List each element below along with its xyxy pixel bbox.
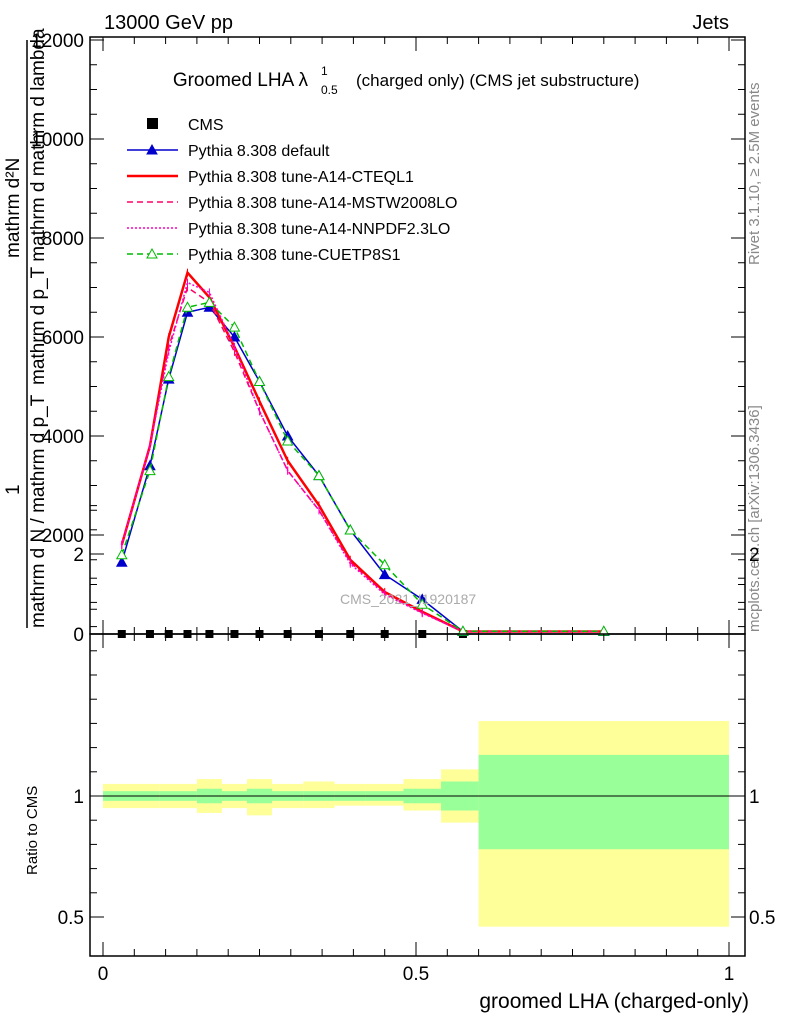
- ytick-label: 6000: [42, 328, 84, 349]
- plot-title: Groomed LHA λ 1 0.5 (charged only) (CMS …: [173, 64, 640, 97]
- series-default: [115, 301, 610, 637]
- legend-label: Pythia 8.308 tune-A14-NNPDF2.3LO: [188, 221, 450, 238]
- ytick-label: 0: [73, 625, 84, 646]
- marker-triangle: [378, 568, 391, 580]
- xtick-label: 0: [98, 964, 109, 985]
- watermark: CMS_2021_I1920187: [340, 591, 476, 607]
- ylabel-prefix-den: mathrm d N / mathrm d p_T: [28, 394, 49, 628]
- ytick-label: 10000: [31, 130, 84, 151]
- marker-triangle: [228, 330, 241, 342]
- ytick-label: 4000: [42, 427, 84, 448]
- ytick-label: 2000: [42, 526, 84, 547]
- marker-open-triangle: [281, 434, 294, 446]
- series-cuetp8s1: [115, 296, 610, 636]
- legend-label: Pythia 8.308 tune-A14-MSTW2008LO: [188, 195, 457, 212]
- marker-open-triangle: [181, 301, 194, 312]
- legend-marker: [146, 143, 158, 155]
- series-line: [121, 281, 604, 633]
- plot-title-sub: 0.5: [321, 83, 338, 97]
- marker-open-triangle: [115, 548, 128, 560]
- marker-open-triangle: [344, 524, 357, 535]
- series-line: [121, 301, 604, 633]
- xlabel: groomed LHA (charged-only): [479, 990, 749, 1013]
- ratio-ytick-label: 1: [749, 787, 760, 808]
- ratio-ylabel: Ratio to CMS: [24, 786, 41, 875]
- marker-open-triangle: [253, 375, 266, 387]
- legend-entry: CMS: [147, 117, 224, 134]
- plot-title-main: Groomed LHA λ: [173, 70, 309, 91]
- marker-open-triangle: [162, 370, 175, 382]
- ratio-ytick-label: 2: [749, 545, 760, 566]
- header-left: 13000 GeV pp: [104, 12, 233, 34]
- ratio-ytick-label: 0.5: [749, 908, 775, 929]
- ratio-ytick-label: 0.5: [58, 908, 84, 929]
- legend-entry: Pythia 8.308 tune-CUETP8S1: [127, 247, 401, 264]
- legend-swatch: [147, 118, 158, 129]
- marker-open-triangle: [144, 464, 156, 476]
- xtick-label: 0.5: [403, 964, 429, 985]
- rivet-label: Rivet 3.1.10, ≥ 2.5M events: [746, 83, 763, 266]
- series-nnpdf: [121, 278, 605, 636]
- xtick-label: 1: [724, 964, 735, 985]
- ratio-frame: [89, 633, 746, 957]
- legend-label: Pythia 8.308 tune-CUETP8S1: [188, 247, 401, 264]
- series-mstw: [121, 283, 605, 636]
- legend-entry: Pythia 8.308 default: [127, 143, 330, 160]
- series-line: [121, 306, 604, 633]
- marker-open-triangle: [378, 558, 391, 570]
- legend-label: CMS: [188, 117, 224, 134]
- ylabel-num: mathrm d²N: [3, 158, 24, 258]
- marker-open-triangle: [313, 469, 325, 481]
- legend-entry: Pythia 8.308 tune-A14-MSTW2008LO: [127, 195, 457, 212]
- ytick-label: 8000: [42, 229, 84, 250]
- main-ylabel: 1 mathrm d N / mathrm d p_T mathrm d²N m…: [3, 28, 49, 628]
- ylabel-prefix-num: 1: [3, 484, 24, 495]
- ratio-panel: 0 0.5 1 0.5 0.5 1 1 2 2: [58, 505, 775, 985]
- mcplots-label: mcplots.cern.ch [arXiv:1306.3436]: [746, 405, 763, 632]
- marker-open-triangle: [203, 296, 216, 307]
- legend: CMS Pythia 8.308 default Pythia 8.308 tune…: [127, 117, 457, 264]
- plot-title-sup: 1: [321, 64, 328, 78]
- legend-label: Pythia 8.308 tune-A14-CTEQL1: [188, 169, 414, 186]
- marker-open-triangle: [416, 598, 429, 609]
- marker-open-triangle: [228, 321, 241, 332]
- legend-entry: Pythia 8.308 tune-A14-CTEQL1: [127, 169, 414, 186]
- marker-triangle: [115, 556, 128, 567]
- ytick-label: 12000: [31, 31, 84, 52]
- series-line: [120, 270, 604, 633]
- ratio-band-inner: [478, 754, 729, 850]
- plot-title-suffix: (charged only) (CMS jet substructure): [356, 71, 639, 90]
- main-panel: 0 2000 4000 6000 8000 10000 12000: [31, 31, 746, 646]
- header-right: Jets: [692, 12, 729, 34]
- legend-label: Pythia 8.308 default: [188, 143, 330, 160]
- series-cteql1: [120, 268, 605, 636]
- marker-open-triangle: [457, 625, 469, 636]
- ylabel-den: mathrm d p_T mathrm d mathrm d lambda: [28, 28, 49, 385]
- legend-entry: Pythia 8.308 tune-A14-NNPDF2.3LO: [127, 221, 450, 238]
- ratio-ytick-label: 1: [73, 787, 84, 808]
- legend-marker: [146, 247, 158, 259]
- ratio-ytick-label: 2: [73, 545, 84, 566]
- series-line: [121, 286, 604, 633]
